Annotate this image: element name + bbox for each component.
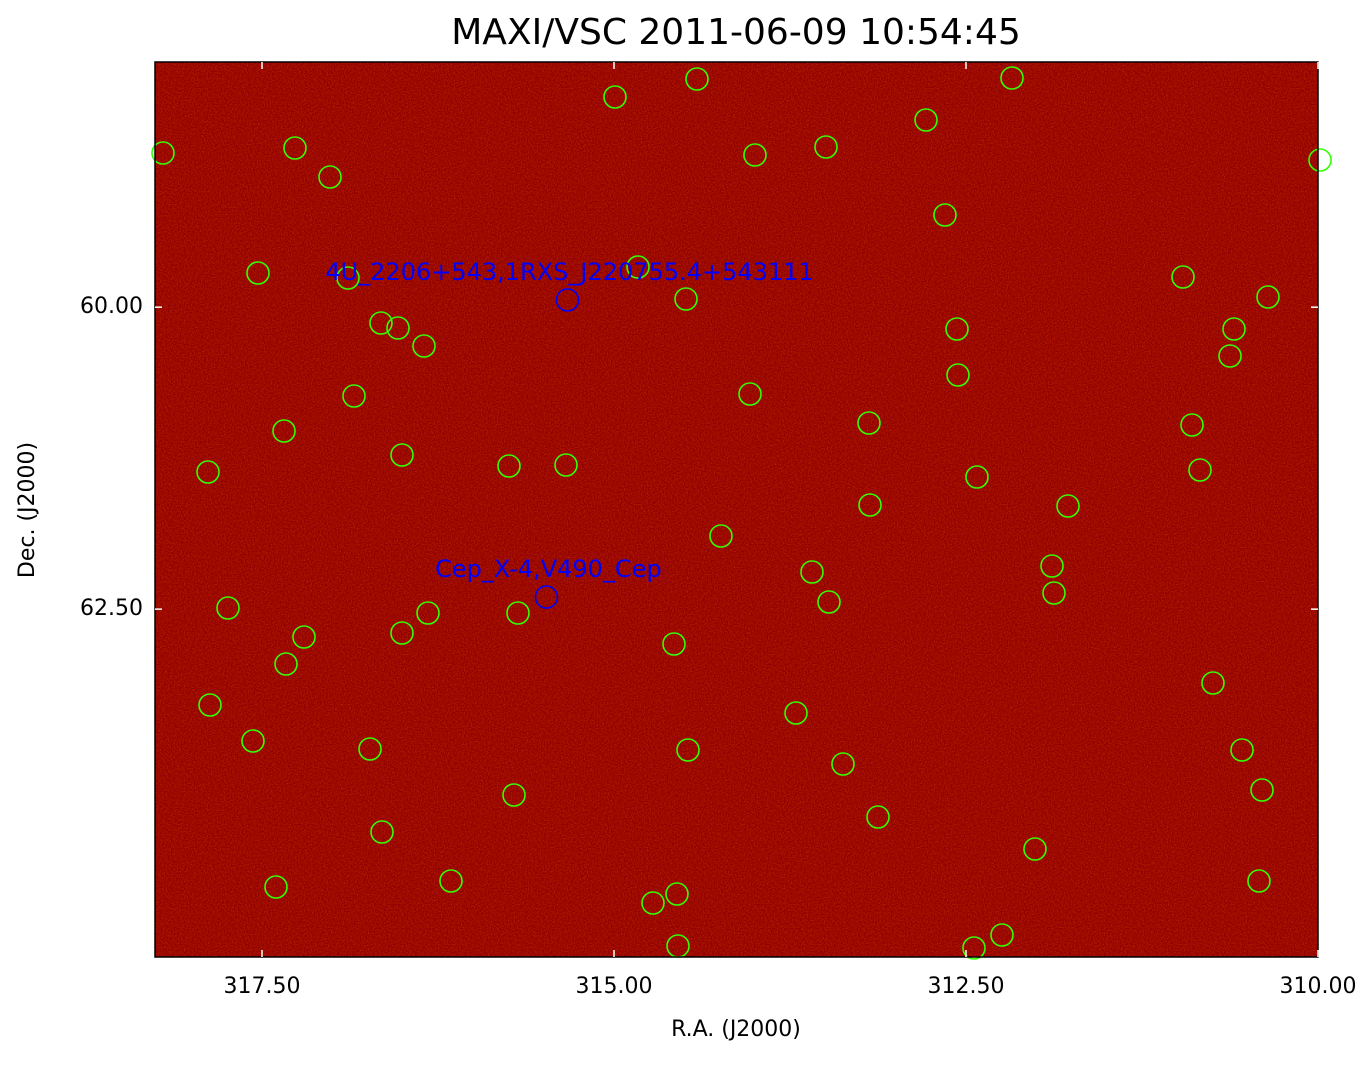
source-marker <box>555 288 580 312</box>
x-axis-label: R.A. (J2000) <box>671 1017 801 1042</box>
source-marker <box>534 585 559 609</box>
catalog-circle <box>709 524 733 548</box>
catalog-circle <box>283 136 307 160</box>
catalog-circle <box>370 820 394 844</box>
catalog-circle <box>685 67 709 91</box>
catalog-circle <box>1218 344 1242 368</box>
catalog-circle <box>817 590 841 614</box>
catalog-circle <box>933 203 957 227</box>
catalog-circle <box>196 460 220 484</box>
catalog-circle <box>1180 413 1204 437</box>
catalog-circle <box>416 601 440 625</box>
catalog-circle <box>502 783 526 807</box>
chart-title: MAXI/VSC 2011-06-09 10:54:45 <box>451 12 1021 53</box>
catalog-circle <box>743 143 767 167</box>
catalog-circle <box>1256 285 1280 309</box>
catalog-circle <box>800 560 824 584</box>
catalog-circle <box>641 891 665 915</box>
catalog-circle <box>626 255 650 279</box>
catalog-circle <box>274 652 298 676</box>
catalog-circle <box>1000 66 1024 90</box>
catalog-circle <box>914 108 938 132</box>
catalog-circles <box>151 66 1332 960</box>
catalog-circle <box>1056 494 1080 518</box>
x-tick-label: 310.00 <box>1280 974 1357 999</box>
catalog-circle <box>506 601 530 625</box>
catalog-circle <box>241 729 265 753</box>
catalog-circle <box>1250 778 1274 802</box>
source-label: 4U_2206+543,1RXS_J220755.4+543111 <box>325 258 813 286</box>
catalog-circle <box>369 311 393 335</box>
catalog-circle <box>784 701 808 725</box>
y-tick-label: 60.00 <box>80 294 143 319</box>
catalog-circle <box>1023 837 1047 861</box>
y-tick-label: 62.50 <box>80 596 143 621</box>
catalog-circle <box>386 316 410 340</box>
catalog-circle <box>1230 738 1254 762</box>
catalog-circle <box>497 454 521 478</box>
catalog-circle <box>336 266 360 290</box>
catalog-circle <box>858 493 882 517</box>
catalog-circle <box>554 453 578 477</box>
catalog-circle <box>831 752 855 776</box>
catalog-circle <box>439 869 463 893</box>
catalog-circle <box>412 334 436 358</box>
catalog-circle <box>1188 458 1212 482</box>
catalog-circle <box>1042 581 1066 605</box>
catalog-circle <box>676 738 700 762</box>
x-tick-label: 317.50 <box>224 974 301 999</box>
catalog-circle <box>965 465 989 489</box>
source-label: Cep_X-4,V490_Cep <box>435 555 662 583</box>
catalog-circle <box>216 596 240 620</box>
catalog-circle <box>272 419 296 443</box>
catalog-circle <box>1171 265 1195 289</box>
catalog-circle <box>342 384 366 408</box>
catalog-circle <box>1308 148 1332 172</box>
catalog-circle <box>945 317 969 341</box>
catalog-circle <box>1222 317 1246 341</box>
catalog-circle <box>246 261 270 285</box>
catalog-circle <box>962 936 986 960</box>
catalog-circle <box>292 625 316 649</box>
catalog-circle <box>390 621 414 645</box>
catalog-circle <box>990 923 1014 947</box>
x-tick-label: 315.00 <box>576 974 653 999</box>
catalog-circle <box>1040 554 1064 578</box>
catalog-circle <box>318 165 342 189</box>
catalog-circle <box>814 135 838 159</box>
y-axis-label: Dec. (J2000) <box>15 442 40 578</box>
catalog-circle <box>674 287 698 311</box>
catalog-circle <box>603 85 627 109</box>
catalog-circle <box>946 363 970 387</box>
catalog-circle <box>390 443 414 467</box>
catalog-circle <box>738 382 762 406</box>
catalog-circle <box>264 875 288 899</box>
catalog-circle <box>151 141 175 165</box>
x-tick-label: 312.50 <box>928 974 1005 999</box>
catalog-circle <box>1247 869 1271 893</box>
catalog-circle <box>866 805 890 829</box>
catalog-circle <box>857 411 881 435</box>
plot-frame <box>154 61 1319 958</box>
catalog-circle <box>662 632 686 656</box>
image-specks <box>155 62 1318 957</box>
catalog-circle <box>198 693 222 717</box>
catalog-circle <box>358 737 382 761</box>
catalog-circle <box>665 882 689 906</box>
catalog-circle <box>1201 671 1225 695</box>
